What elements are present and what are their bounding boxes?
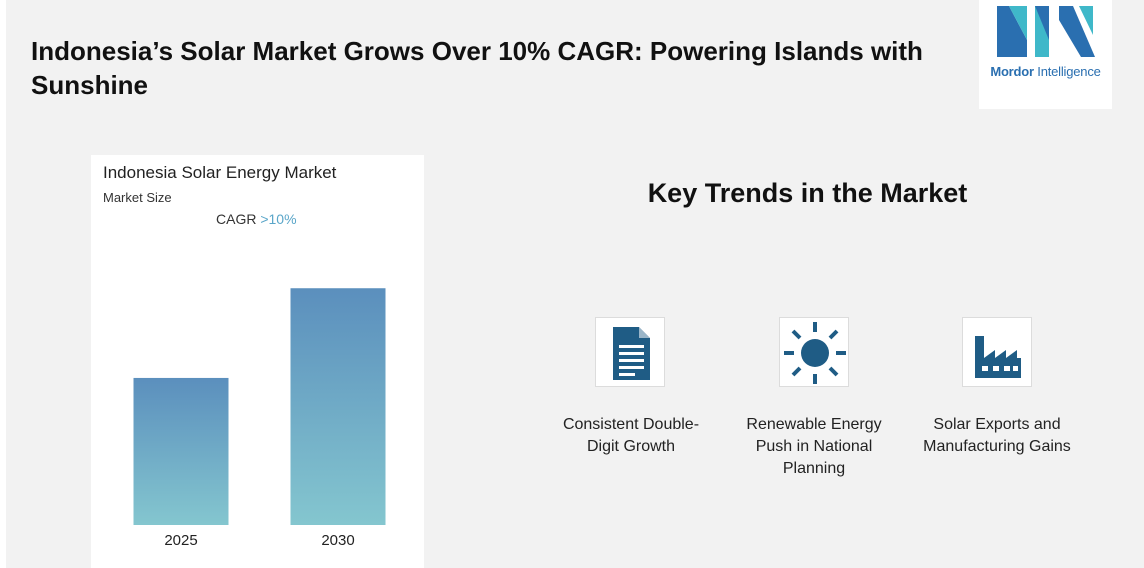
trend-label-growth: Consistent Double-Digit Growth	[562, 416, 700, 455]
trend-label-renewable: Renewable Energy Push in National Planni…	[746, 416, 882, 477]
chart-canvas: 2025 2030	[133, 288, 386, 549]
key-trends-heading: Key Trends in the Market	[647, 178, 968, 208]
logo-text: Mordor Intelligence	[990, 64, 1101, 79]
page-background: Indonesia’s Solar Market Grows Over 10% …	[6, 0, 1144, 568]
company-logo[interactable]: Mordor Intelligence	[979, 0, 1112, 109]
x-tick-label-2030: 2030	[321, 532, 354, 549]
bar-2030	[290, 288, 386, 525]
cagr-value: >10%	[260, 211, 297, 227]
document-icon	[595, 317, 665, 387]
page-title: Indonesia’s Solar Market Grows Over 10% …	[31, 36, 923, 100]
chart-subtitle: Market Size	[103, 190, 172, 205]
factory-icon	[962, 317, 1032, 387]
market-size-chart: 2025 2030 Indonesia Solar Energy Market M…	[91, 155, 424, 568]
chart-title: Indonesia Solar Energy Market	[103, 163, 337, 182]
x-tick-label-2025: 2025	[164, 532, 197, 549]
cagr-annotation: CAGR >10%	[216, 211, 297, 227]
trend-label-exports: Solar Exports and Manufacturing Gains	[923, 416, 1071, 455]
bar-2025	[133, 377, 229, 525]
logo-mark-icon	[997, 6, 1095, 57]
sun-icon	[779, 317, 849, 387]
